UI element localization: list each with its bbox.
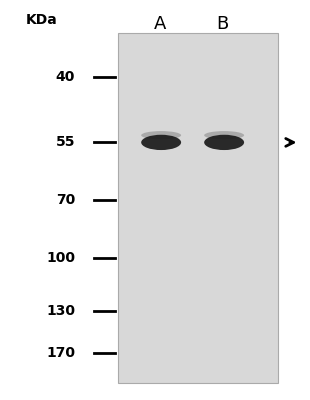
Text: 40: 40	[56, 70, 75, 84]
Ellipse shape	[204, 131, 244, 140]
Ellipse shape	[141, 135, 181, 150]
Text: A: A	[153, 15, 166, 33]
Ellipse shape	[141, 131, 181, 140]
Text: 130: 130	[46, 304, 75, 318]
Text: B: B	[216, 15, 229, 33]
Text: 70: 70	[56, 193, 75, 207]
Text: KDa: KDa	[25, 13, 57, 27]
Text: 55: 55	[55, 136, 75, 150]
Ellipse shape	[204, 135, 244, 150]
Text: 100: 100	[46, 250, 75, 264]
Text: 170: 170	[46, 346, 75, 360]
FancyBboxPatch shape	[118, 33, 278, 383]
